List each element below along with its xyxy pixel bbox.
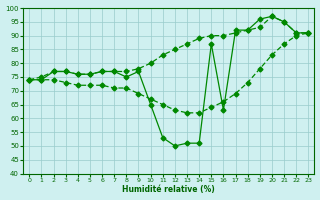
X-axis label: Humidité relative (%): Humidité relative (%) xyxy=(123,185,215,194)
